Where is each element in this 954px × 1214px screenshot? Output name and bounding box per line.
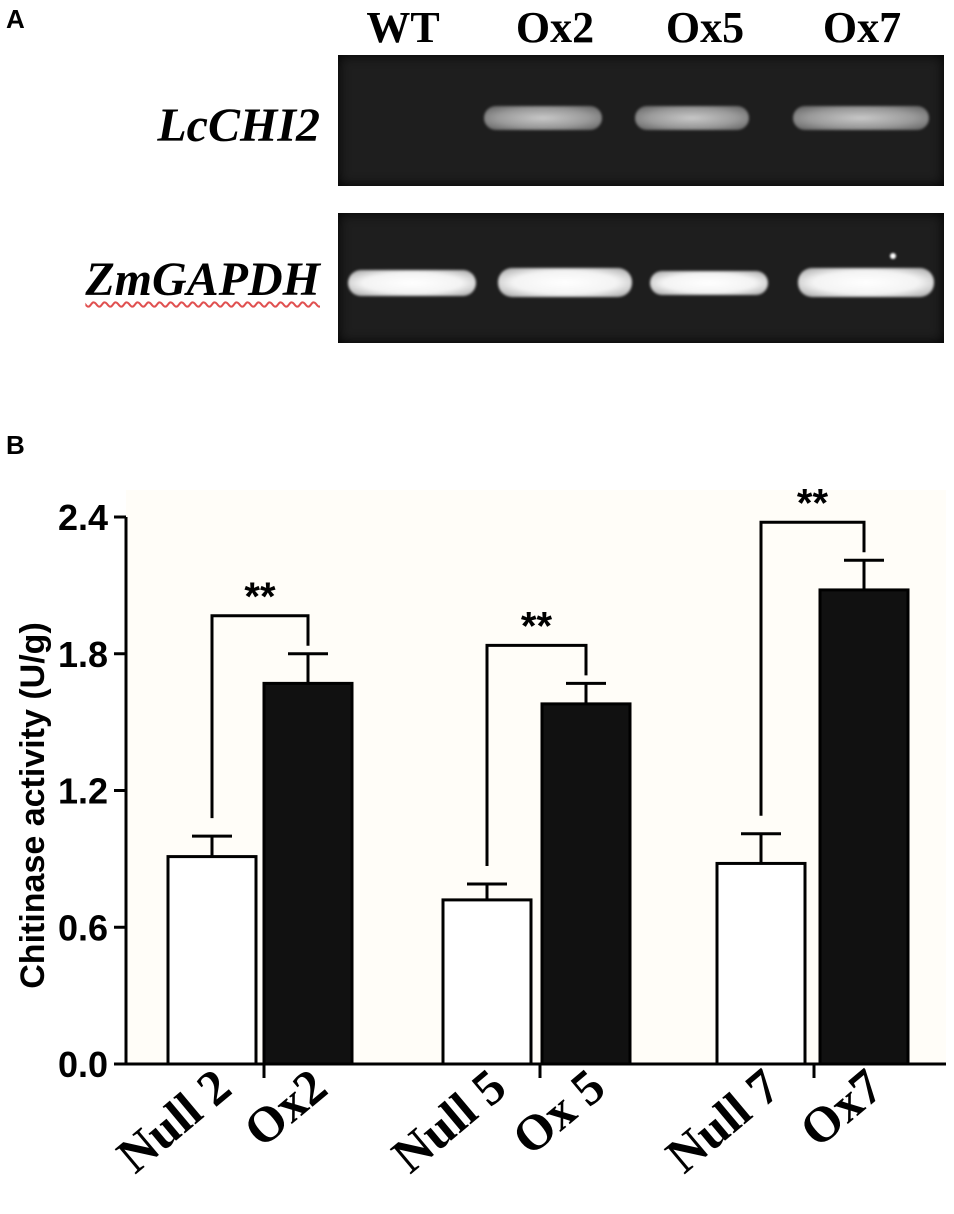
gel-band-zmgapdh-ox5	[650, 271, 768, 295]
gel-band-lcchi2-ox5	[635, 106, 749, 130]
x-tick-label: Null 5	[381, 1058, 516, 1184]
y-axis-title: Chitinase activity (U/g)	[14, 622, 52, 989]
bar-null-2	[166, 855, 258, 1066]
x-tick-label: Ox2	[233, 1058, 337, 1158]
gene-label-lcchi2: LcCHI2	[157, 99, 320, 152]
bar-chart: 0.0 0.6 1.2 1.8 2.4 Chitinase activity (U/g) *…	[0, 470, 954, 1214]
bar-null-7	[715, 861, 807, 1066]
gel-image-lcchi2	[338, 55, 944, 186]
lane-label-ox2: Ox2	[515, 3, 595, 52]
panel-a-label: A	[6, 4, 25, 34]
lane-label-wt: WT	[366, 3, 440, 52]
significance-label: **	[521, 604, 553, 648]
gel-image-zmgapdh	[338, 213, 944, 343]
significance-label: **	[797, 481, 829, 525]
y-tick-label: 0.6	[58, 907, 108, 948]
lane-label-ox7: Ox7	[822, 3, 902, 52]
gene-label-zmgapdh: ZmGAPDH	[85, 253, 320, 306]
x-tick-label: Ox7	[789, 1058, 893, 1158]
gel-band-zmgapdh-ox7	[798, 268, 934, 297]
y-tick-label: 2.4	[58, 497, 108, 538]
significance-bracket	[210, 614, 310, 819]
panel-b-label: B	[6, 430, 25, 460]
gel-band-lcchi2-ox2	[484, 106, 602, 130]
gel-band-zmgapdh-wt	[348, 270, 476, 296]
bar-chart-svg: 0.0 0.6 1.2 1.8 2.4 Chitinase activity (U/g) *…	[14, 481, 946, 1184]
y-tick-label: 1.8	[58, 634, 108, 675]
x-tick-label: Null 7	[655, 1058, 790, 1184]
significance-bracket	[759, 520, 866, 816]
significance-bracket	[485, 643, 588, 866]
significance-label: **	[244, 575, 276, 619]
bar-ox2	[262, 681, 354, 1066]
x-tick-label: Ox 5	[501, 1058, 615, 1166]
gel-artifact-spot	[890, 253, 896, 259]
bar-ox7	[818, 588, 910, 1066]
lane-label-ox5: Ox5	[665, 3, 745, 52]
y-tick-label: 0.0	[58, 1044, 108, 1085]
bar-null-5	[441, 898, 533, 1066]
gel-band-zmgapdh-ox2	[498, 268, 632, 297]
bar-ox-5	[540, 702, 632, 1066]
gel-band-lcchi2-ox7	[793, 106, 929, 130]
y-tick-label: 1.2	[58, 771, 108, 812]
x-tick-label: Null 2	[106, 1058, 241, 1184]
